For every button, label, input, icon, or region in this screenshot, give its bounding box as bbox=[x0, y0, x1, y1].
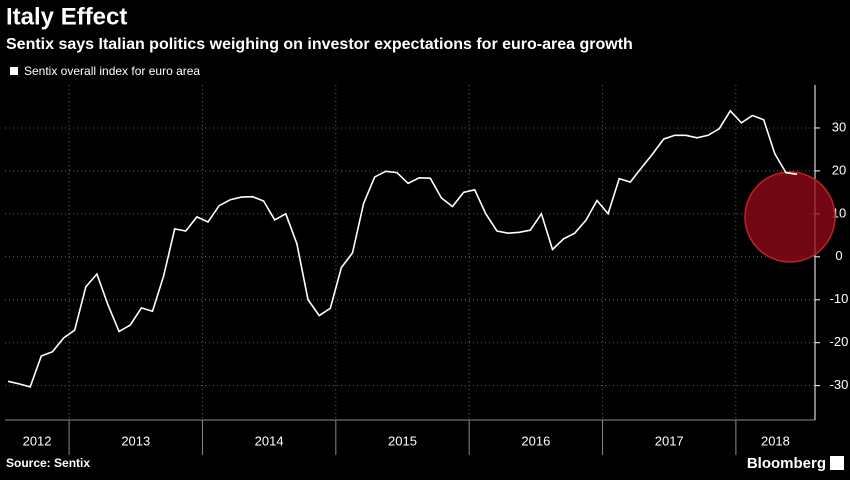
x-tick-label: 2014 bbox=[255, 433, 284, 448]
legend-label: Sentix overall index for euro area bbox=[24, 64, 200, 78]
x-tick-label: 2013 bbox=[121, 433, 150, 448]
x-tick-label: 2015 bbox=[388, 433, 417, 448]
y-tick-label: 0 bbox=[835, 248, 842, 263]
y-tick-label: 20 bbox=[832, 162, 846, 177]
chart-title: Italy Effect bbox=[6, 3, 127, 30]
y-tick-label: -10 bbox=[830, 291, 849, 306]
x-tick-label: 2017 bbox=[655, 433, 684, 448]
y-tick-label: -20 bbox=[830, 334, 849, 349]
brand-icon bbox=[830, 456, 844, 470]
x-tick-label: 2012 bbox=[23, 433, 52, 448]
x-tick-label: 2018 bbox=[761, 433, 790, 448]
y-tick-label: 30 bbox=[832, 119, 846, 134]
chart-subtitle: Sentix says Italian politics weighing on… bbox=[6, 36, 633, 53]
line bbox=[7, 109, 798, 388]
y-tick-label: -30 bbox=[830, 377, 849, 392]
brand: Bloomberg bbox=[747, 455, 826, 472]
source: Source: Sentix bbox=[6, 456, 90, 470]
x-tick-label: 2016 bbox=[521, 433, 550, 448]
highlight-circle bbox=[744, 171, 836, 263]
legend-swatch bbox=[10, 67, 18, 75]
